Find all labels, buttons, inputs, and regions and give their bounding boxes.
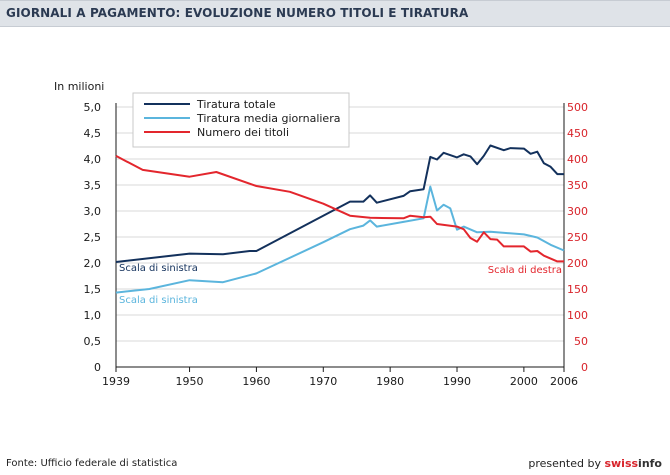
left-tick-label: 0 — [94, 361, 101, 374]
right-tick-label: 150 — [567, 283, 588, 296]
x-tick-label: 2006 — [550, 375, 578, 388]
left-tick-label: 3,0 — [84, 205, 102, 218]
x-tick-label: 1980 — [376, 375, 404, 388]
left-tick-label: 1,5 — [84, 283, 102, 296]
x-tick-label: 1950 — [176, 375, 204, 388]
right-tick-label: 350 — [567, 179, 588, 192]
right-tick-label: 0 — [581, 361, 588, 374]
left-tick-label: 2,5 — [84, 231, 102, 244]
annotations: Scala di sinistra Scala di sinistra Scala … — [119, 263, 562, 306]
left-tick-label: 4,0 — [84, 153, 102, 166]
presented-by: presented by swissinfo — [528, 457, 662, 470]
left-tick-label: 0,5 — [84, 335, 102, 348]
right-tick-label: 200 — [567, 257, 588, 270]
x-tick-label: 2000 — [510, 375, 538, 388]
annotation-left-scale-light: Scala di sinistra — [119, 295, 198, 306]
x-tick-label: 1960 — [242, 375, 270, 388]
series-line-1 — [115, 144, 564, 263]
left-tick-label: 1,0 — [84, 309, 102, 322]
right-tick-label: 450 — [567, 127, 588, 140]
chart-title: GIORNALI A PAGAMENTO: EVOLUZIONE NUMERO … — [6, 6, 469, 20]
x-tick-label: 1990 — [443, 375, 471, 388]
right-tick-label: 50 — [574, 335, 588, 348]
right-tick-label: 500 — [567, 101, 588, 114]
left-tick-label: 4,5 — [84, 127, 102, 140]
brand-logo-swiss: swiss — [604, 457, 639, 470]
series-line-2 — [115, 185, 565, 294]
right-tick-label: 400 — [567, 153, 588, 166]
series-line-3 — [115, 155, 564, 263]
right-tick-label: 100 — [567, 309, 588, 322]
right-tick-label: 250 — [567, 231, 588, 244]
title-bar: GIORNALI A PAGAMENTO: EVOLUZIONE NUMERO … — [0, 0, 670, 27]
presented-by-text: presented by — [528, 457, 605, 470]
x-tick-label: 1970 — [309, 375, 337, 388]
annotation-right-scale: Scala di destra — [488, 265, 562, 276]
left-tick-label: 5,0 — [84, 101, 102, 114]
x-tick-label: 1939 — [102, 375, 130, 388]
axes: 0 0 0,5 50 1,0 100 1,5 150 2,0 200 2,5 250 3,0 300 3,5… — [54, 80, 588, 388]
series-lines — [115, 144, 565, 294]
legend-label-3: Numero dei titoli — [197, 126, 289, 139]
legend-label-2: Tiratura media giornaliera — [196, 112, 340, 125]
source-note: Fonte: Ufficio federale di statistica — [6, 458, 178, 469]
y-axis-label: In milioni — [54, 80, 104, 93]
right-tick-label: 300 — [567, 205, 588, 218]
legend-box — [132, 92, 350, 148]
left-tick-label: 2,0 — [84, 257, 102, 270]
brand-logo-info: info — [638, 457, 662, 470]
chart-area: 0 0 0,5 50 1,0 100 1,5 150 2,0 200 2,5 250 3,0 300 3,5… — [54, 80, 588, 388]
legend-label-1: Tiratura totale — [196, 98, 276, 111]
left-tick-label: 3,5 — [84, 179, 102, 192]
annotation-left-scale-dark: Scala di sinistra — [119, 263, 198, 274]
